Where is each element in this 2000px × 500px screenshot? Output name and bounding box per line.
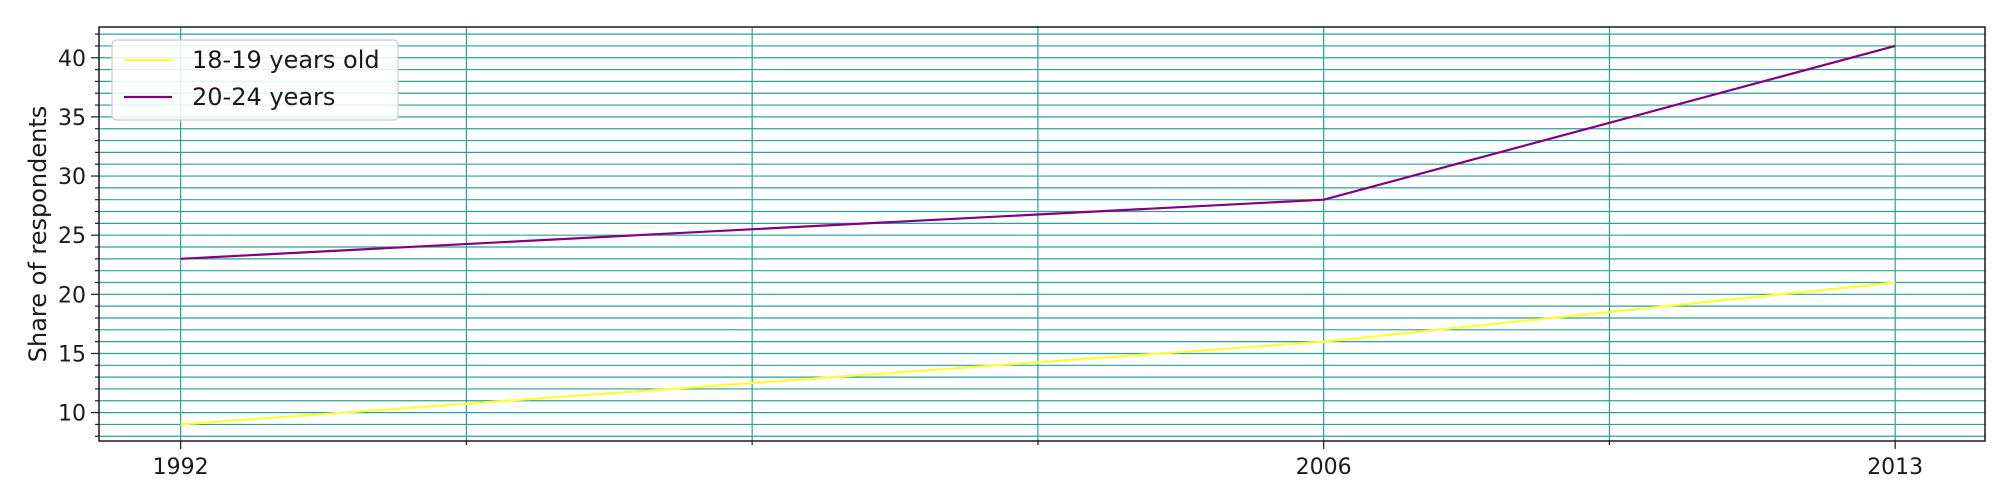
y-tick-label: 35 [58, 106, 86, 131]
y-tick-label: 30 [58, 165, 86, 190]
series-line-1 [180, 44, 1896, 260]
series-line-0 [180, 281, 1896, 426]
y-tick-label: 15 [58, 342, 86, 367]
x-tick-label: 1992 [153, 455, 209, 480]
series-lines [180, 44, 1896, 426]
legend-label: 20-24 years [192, 83, 335, 111]
x-tick-label: 2006 [1296, 455, 1352, 480]
grid [99, 27, 1985, 441]
y-tick-label: 25 [58, 224, 86, 249]
legend-box [111, 39, 399, 121]
legend: 18-19 years old 20-24 years [111, 39, 399, 121]
y-tick-label: 20 [58, 283, 86, 308]
y-tick-label: 10 [58, 402, 86, 427]
axis-ticks: 10 15 20 25 30 35 40 1992 2006 2013 [58, 33, 1923, 480]
x-tick-label: 2013 [1867, 455, 1923, 480]
plot-frame [98, 26, 1986, 442]
legend-label: 18-19 years old [192, 46, 380, 74]
y-tick-label: 40 [58, 47, 86, 72]
y-axis-label: Share of respondents [24, 106, 52, 363]
